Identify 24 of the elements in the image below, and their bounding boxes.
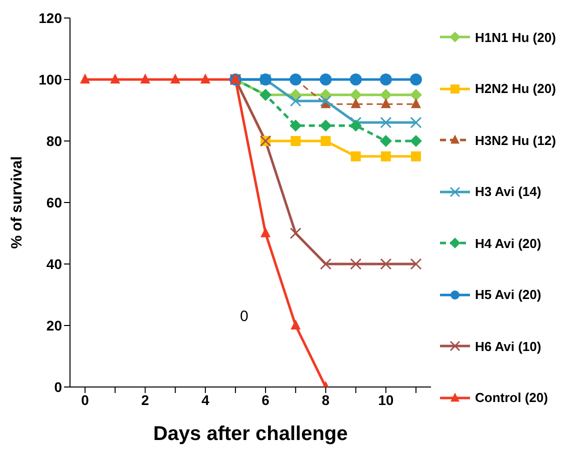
y-tick-label: 20 [46,317,62,334]
x-tick-label: 10 [378,392,394,408]
legend-label: H3N2 Hu (12) [475,132,556,148]
legend-label: H1N1 Hu (20) [475,30,556,44]
y-tick-label: 120 [38,10,62,26]
legend-label: H2N2 Hu (20) [475,81,556,96]
x-axis-title: Days after challenge [153,423,348,445]
legend-label: H3 Avi (14) [475,184,542,199]
legend-label: H4 Avi (20) [475,236,542,250]
y-tick-label: 80 [46,132,62,149]
y-tick-label: 40 [46,256,62,272]
legend-label: H5 Avi (20) [475,287,542,302]
y-axis-title: % of survival [8,156,26,249]
annotation: 0 [240,308,248,325]
x-tick-label: 8 [322,392,330,408]
x-tick-label: 6 [262,392,270,408]
y-tick-label: 60 [46,194,62,210]
y-tick-label: 100 [38,71,62,88]
legend-label: H6 Avi (10) [475,338,542,354]
x-tick-label: 4 [201,392,210,408]
y-tick-label: 0 [54,378,62,395]
legend-label: Control (20) [475,390,548,405]
x-tick-label: 0 [81,392,90,408]
x-tick-label: 2 [141,392,150,408]
